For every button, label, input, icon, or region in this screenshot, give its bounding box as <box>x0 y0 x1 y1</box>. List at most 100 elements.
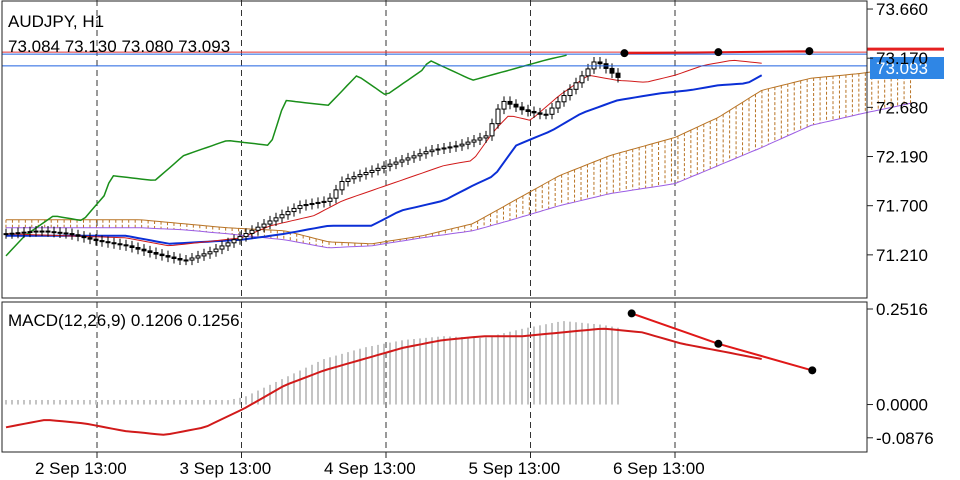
senkou-span-b <box>6 102 911 249</box>
candle-body <box>15 232 21 235</box>
candle-body <box>315 201 321 204</box>
candle-body <box>507 100 513 105</box>
candle-body <box>135 247 141 250</box>
candle-body <box>105 241 111 244</box>
candle-body <box>429 149 435 153</box>
candle-body <box>531 110 537 114</box>
time-tick-label: 6 Sep 13:00 <box>613 459 705 478</box>
candle-body <box>297 205 303 209</box>
candle-body <box>483 135 489 139</box>
indicator-lines <box>5 54 763 257</box>
trendline-point <box>620 49 629 58</box>
candle-body <box>129 245 135 249</box>
senkou-span-a <box>6 64 911 245</box>
candle-body <box>525 109 531 112</box>
macd-tick-label: -0.0876 <box>876 429 934 448</box>
candle-body <box>513 103 519 108</box>
price-tag-bg <box>870 57 944 79</box>
macd-tick-label: 0.0000 <box>876 396 928 415</box>
candle-body <box>291 207 297 213</box>
candle-body <box>423 151 429 155</box>
candle-body <box>147 250 153 254</box>
candle-body <box>201 253 207 257</box>
candle-body <box>417 153 423 157</box>
time-tick-label: 5 Sep 13:00 <box>469 459 561 478</box>
candle-body <box>69 233 75 236</box>
candle-body <box>471 139 477 143</box>
candle-body <box>393 161 399 165</box>
candle-body <box>465 141 471 145</box>
candle-body <box>351 176 357 180</box>
time-axis: 2 Sep 13:00 3 Sep 13:00 4 Sep 13:00 5 Sep 1… <box>35 452 705 478</box>
tenkan-sen <box>5 59 762 247</box>
candle-body <box>447 146 453 149</box>
price-tick-label: 73.660 <box>876 0 928 19</box>
candle-body <box>573 82 579 90</box>
ichimoku-cloud <box>5 64 912 249</box>
candle-body <box>27 231 33 234</box>
time-tick-label: 3 Sep 13:00 <box>180 459 272 478</box>
candle-body <box>237 236 243 241</box>
divergence-point <box>714 339 723 348</box>
candle-body <box>363 171 369 176</box>
candle-body <box>489 123 495 137</box>
candle-body <box>3 233 9 236</box>
kijun-sen <box>6 74 763 245</box>
candle-body <box>411 155 417 159</box>
candle-body <box>333 189 339 199</box>
candle-body <box>183 259 189 262</box>
candle-body <box>39 230 45 233</box>
candle-body <box>93 238 99 242</box>
candle-body <box>285 211 291 216</box>
macd-panel <box>5 309 817 436</box>
macd-axis: 0.2516 0.0000 -0.0876 <box>867 300 934 448</box>
candle-body <box>453 145 459 148</box>
candle-body <box>519 106 525 111</box>
candle-body <box>249 229 255 234</box>
macd-divergence-line <box>631 312 813 372</box>
candle-body <box>327 197 333 202</box>
macd-panel-frame <box>1 301 868 453</box>
candle-body <box>477 137 483 141</box>
candle-body <box>561 95 567 103</box>
current-price-tag: 73.093 <box>876 59 928 78</box>
candle-body <box>273 217 279 222</box>
macd-title: MACD(12,26,9) 0.1206 0.1256 <box>8 311 240 330</box>
candle-body <box>153 252 159 255</box>
candle-body <box>303 204 309 207</box>
candle-body <box>123 244 129 247</box>
candle-body <box>99 240 105 243</box>
candle-body <box>9 232 15 235</box>
macd-tick-label: 0.2516 <box>876 300 928 319</box>
candle-body <box>231 239 237 244</box>
candle-body <box>369 169 375 173</box>
candle-body <box>165 255 171 258</box>
candle-body <box>597 61 603 65</box>
grid-layer <box>96 0 676 452</box>
price-axis: 73.660 73.170 72.680 72.190 71.700 71.210 <box>867 0 928 265</box>
candle-body <box>405 157 411 161</box>
candle-body <box>63 232 69 235</box>
candle-body <box>171 256 177 260</box>
trendline-point <box>714 48 723 57</box>
time-tick-label: 2 Sep 13:00 <box>35 459 127 478</box>
candle-body <box>45 230 51 233</box>
divergence-point <box>627 309 636 318</box>
candle-body <box>387 163 393 167</box>
candle-body <box>441 147 447 150</box>
candle-body <box>555 101 561 109</box>
candle-body <box>111 242 117 245</box>
chart-title: AUDJPY, H1 <box>8 12 104 31</box>
candle-body <box>87 237 93 240</box>
candle-body <box>207 251 213 255</box>
candle-body <box>339 181 345 191</box>
price-tick-label: 72.680 <box>876 98 928 117</box>
macd-signal-line <box>5 327 762 436</box>
candle-body <box>579 75 585 84</box>
price-tick-label: 73.170 <box>876 49 928 68</box>
candle-body <box>345 178 351 183</box>
candle-body <box>543 113 549 116</box>
candle-body <box>261 223 267 228</box>
time-tick-label: 4 Sep 13:00 <box>324 459 416 478</box>
